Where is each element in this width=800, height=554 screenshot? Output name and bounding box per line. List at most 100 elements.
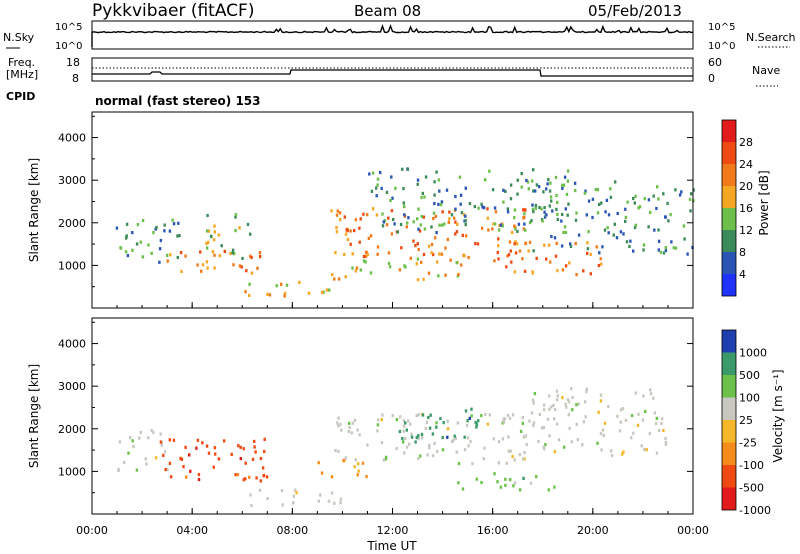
power-cell-8	[545, 187, 548, 191]
velocity-cell-7	[439, 417, 442, 421]
colorbar-tick-label: 24	[739, 158, 753, 171]
power-cell-1	[180, 269, 183, 273]
velocity-cell-4	[502, 420, 506, 424]
power-cell-6	[420, 214, 423, 219]
power-cell-3	[275, 284, 278, 288]
power-cell-8	[643, 197, 646, 201]
power-cell-2	[206, 229, 209, 233]
power-cell-1	[232, 263, 235, 267]
power-cell-0	[176, 255, 179, 260]
velocity-cell-4	[509, 449, 512, 453]
velocity-cell-4	[454, 436, 457, 441]
power-cell-5	[422, 277, 425, 281]
power-cell-6	[547, 178, 550, 182]
power-cell-6	[423, 195, 426, 199]
velocity-cell-4	[339, 422, 342, 427]
velocity-cell-4	[337, 416, 340, 420]
velocity-cell-6	[575, 422, 578, 426]
velocity-cell-4	[522, 435, 526, 439]
power-cell-8	[606, 226, 609, 230]
velocity-cell-1	[164, 467, 167, 472]
power-cell-4	[454, 232, 457, 236]
power-cell-8	[607, 213, 611, 217]
velocity-cell-4	[420, 436, 424, 440]
power-cell-8	[689, 209, 692, 213]
power-cell-4	[455, 230, 459, 234]
power-cell-8	[657, 197, 660, 201]
power-cell-4	[349, 242, 352, 246]
velocity-cell-1	[207, 451, 211, 455]
power-cell-3	[325, 288, 329, 292]
power-cell-6	[450, 213, 454, 217]
freq-left-label-top: Freq.	[8, 56, 35, 69]
velocity-cell-2	[266, 497, 269, 501]
velocity-cell-4	[528, 419, 531, 423]
power-cell-6	[464, 223, 467, 227]
velocity-cell-1	[236, 473, 240, 477]
velocity-cell-1	[195, 446, 198, 450]
power-cell-6	[454, 194, 457, 199]
velocity-cell-4	[501, 437, 504, 441]
velocity-cell-4	[505, 461, 508, 465]
power-cell-3	[248, 293, 251, 297]
velocity-cell-4	[470, 414, 473, 418]
velocity-cell-1	[179, 456, 182, 460]
power-cell-6	[468, 202, 472, 206]
velocity-cell-4	[415, 414, 418, 418]
velocity-cell-7	[401, 437, 404, 441]
power-cell-7	[493, 259, 496, 263]
power-cell-4	[508, 240, 512, 244]
power-cell-6	[368, 172, 371, 176]
velocity-cell-0	[145, 462, 148, 466]
power-cell-6	[562, 183, 566, 187]
power-cell-6	[502, 188, 505, 192]
y-tick-label: 4000	[58, 132, 86, 145]
power-cell-8	[609, 187, 612, 191]
velocity-cell-6	[567, 413, 571, 417]
power-cell-8	[657, 248, 660, 252]
power-cell-6	[516, 229, 519, 233]
power-cell-8	[583, 191, 587, 195]
power-cell-5	[436, 260, 439, 264]
velocity-cell-6	[532, 424, 535, 428]
velocity-cell-4	[428, 446, 431, 450]
colorbar-segment	[722, 142, 736, 164]
power-cell-4	[430, 251, 433, 255]
power-cell-6	[516, 178, 519, 182]
velocity-cell-4	[408, 442, 411, 446]
power-cell-4	[467, 255, 470, 260]
power-cell-0	[119, 246, 123, 250]
power-cell-6	[563, 175, 567, 179]
velocity-cell-4	[384, 457, 388, 461]
power-cell-6	[564, 207, 567, 211]
power-cell-7	[505, 265, 508, 269]
velocity-cell-4	[497, 440, 501, 444]
power-cell-6	[564, 230, 568, 235]
power-cell-7	[586, 251, 589, 255]
power-cell-4	[515, 242, 519, 246]
noise-left-label: N.Sky	[3, 31, 35, 44]
power-cell-6	[440, 200, 444, 204]
power-cell-0	[124, 250, 128, 254]
power-colorbar: 4 8 12 16 20 24 28	[721, 119, 753, 297]
power-cell-6	[537, 185, 541, 189]
power-cell-4	[514, 240, 517, 244]
power-cell-4	[494, 210, 498, 214]
colorbar-tick-label: -500	[739, 482, 764, 495]
velocity-cell-4	[507, 435, 510, 439]
velocity-cell-4	[521, 421, 524, 425]
power-cell-2	[249, 232, 252, 236]
velocity-cell-5	[518, 488, 522, 492]
power-cell-3	[285, 283, 289, 287]
power-cell-4	[369, 234, 373, 238]
power-cell-6	[376, 183, 379, 187]
power-cell-6	[523, 222, 526, 226]
power-cell-6	[484, 178, 487, 182]
power-cell-5	[398, 268, 402, 272]
velocity-cell-4	[465, 423, 469, 428]
velocity-cell-6	[532, 421, 536, 425]
power-cell-0	[125, 236, 128, 240]
power-cell-8	[647, 198, 651, 202]
velocity-cell-4	[403, 451, 406, 455]
velocity-cell-6	[601, 428, 605, 432]
